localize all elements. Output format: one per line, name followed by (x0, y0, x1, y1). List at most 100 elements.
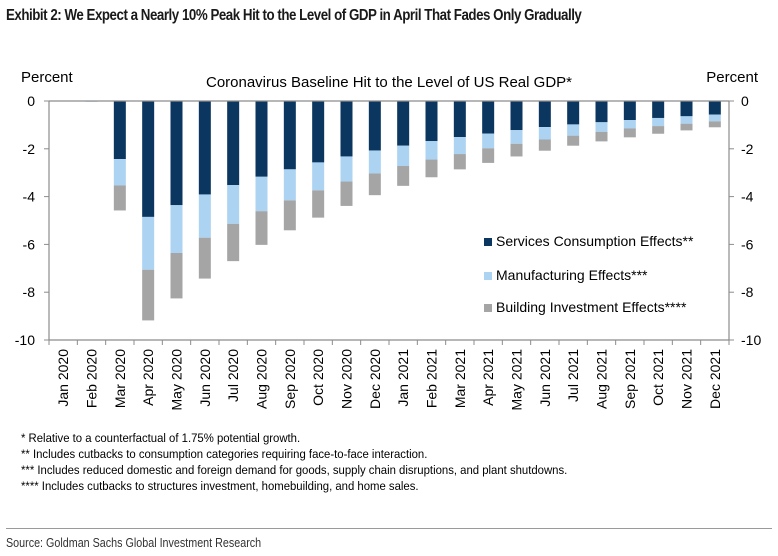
bar-segment-building (567, 135, 580, 146)
bar-segment-building (425, 159, 438, 178)
bar-segment-services (397, 101, 410, 146)
x-tick-label: Jun 2020 (197, 349, 213, 407)
bar-segment-manufacturing (680, 116, 693, 124)
bar-segment-manufacturing (538, 127, 551, 140)
bar-segment-manufacturing (652, 117, 665, 127)
legend: Services Consumption Effects** Manufactur… (484, 233, 694, 315)
bar-segment-services (198, 101, 211, 195)
bar-segment-manufacturing (425, 141, 438, 160)
bar-segment-manufacturing (708, 114, 721, 122)
bar-segment-building (113, 185, 126, 211)
x-tick-label: Oct 2020 (310, 349, 326, 406)
bar-segment-manufacturing (113, 159, 126, 186)
bar-segment-manufacturing (198, 194, 211, 238)
bar-segment-services (623, 101, 636, 121)
bar-segment-services (142, 101, 155, 217)
y-tick-label-right: -4 (741, 189, 754, 205)
chart: Percent Coronavirus Baseline Hit to the … (15, 69, 762, 410)
bar-segment-services (340, 101, 353, 157)
bar-segment-services (680, 101, 693, 117)
x-tick-label: Jan 2020 (55, 349, 71, 407)
bar-segment-building (142, 269, 155, 321)
footnote-2: ** Includes cutbacks to consumption cate… (21, 447, 428, 461)
legend-swatch-building (484, 304, 492, 312)
x-tick-label: May 2020 (169, 349, 185, 411)
footnote-1: * Relative to a counterfactual of 1.75% … (21, 431, 301, 445)
bar-segment-manufacturing (283, 169, 296, 201)
y-tick-label-left: -2 (23, 141, 36, 157)
footnotes: * Relative to a counterfactual of 1.75% … (21, 430, 567, 494)
axes-group (44, 100, 734, 345)
bar-segment-manufacturing (623, 120, 636, 129)
bar-segment-building (453, 154, 466, 170)
bar-segment-services (510, 101, 523, 131)
bars-group (85, 101, 721, 321)
bar-segment-building (255, 211, 268, 245)
y-tick-label-left: -4 (23, 189, 36, 205)
bar-segment-manufacturing (312, 162, 325, 191)
bar-segment-services (708, 101, 721, 115)
chart-title: Coronavirus Baseline Hit to the Level of… (206, 74, 572, 91)
bar-segment-manufacturing (227, 185, 240, 224)
y-tick-label-left: -8 (23, 284, 36, 300)
x-tick-label: Feb 2021 (424, 349, 440, 408)
y-tick-label-right: -10 (741, 332, 761, 348)
bar-segment-building (708, 121, 721, 128)
legend-label-services: Services Consumption Effects** (496, 233, 694, 249)
bar-segment-building (198, 237, 211, 279)
source-note: Source: Goldman Sachs Global Investment … (6, 536, 262, 550)
footnote-3: *** Includes reduced domestic and foreig… (21, 463, 568, 477)
bar-segment-services (312, 101, 325, 163)
tick-labels-group: 0 0 -2 -2 -4 -4 -6 -6 -8 -8 -10 -10 Jan 2020 Feb 2020… (15, 93, 762, 410)
y-tick-label-right: -2 (741, 141, 754, 157)
legend-label-building: Building Investment Effects**** (496, 299, 687, 315)
bar-segment-services (652, 101, 665, 118)
x-tick-label: Aug 2021 (594, 349, 610, 409)
y-tick-label-right: -8 (741, 284, 754, 300)
bar-segment-manufacturing (368, 150, 381, 174)
bar-segment-manufacturing (142, 216, 155, 270)
x-tick-label: Dec 2021 (707, 349, 723, 409)
bar-segment-services (538, 101, 551, 128)
x-tick-label: Nov 2021 (679, 349, 695, 409)
bar-segment-building (283, 200, 296, 231)
bar-segment-manufacturing (255, 176, 268, 212)
bar-segment-services (425, 101, 438, 142)
bar-segment-services (283, 101, 296, 170)
y-tick-label-left: -6 (23, 236, 36, 252)
x-tick-label: Nov 2020 (339, 349, 355, 409)
x-tick-label: Jul 2020 (225, 349, 241, 402)
bar-segment-manufacturing (567, 124, 580, 136)
bar-segment-services (368, 101, 381, 151)
bar-segment-services (227, 101, 240, 186)
x-tick-label: Aug 2020 (254, 349, 270, 409)
bar-segment-building (680, 123, 693, 131)
bar-segment-manufacturing (595, 122, 608, 132)
x-tick-label: Sep 2020 (282, 349, 298, 409)
y-tick-label-right: -6 (741, 236, 754, 252)
bar-segment-services (255, 101, 268, 177)
bar-segment-building (510, 143, 523, 157)
bar-segment-building (368, 173, 381, 196)
x-tick-label: Jul 2021 (565, 349, 581, 402)
x-tick-label: Mar 2020 (112, 349, 128, 408)
y-axis-label-left: Percent (21, 69, 74, 86)
x-tick-label: Feb 2020 (84, 349, 100, 408)
exhibit-title: Exhibit 2: We Expect a Nearly 10% Peak H… (6, 7, 582, 24)
footnote-4: **** Includes cutbacks to structures inv… (21, 479, 419, 493)
y-axis-label-right: Percent (706, 69, 759, 86)
bar-segment-services (482, 101, 495, 134)
bar-segment-services (170, 101, 183, 206)
x-tick-label: Apr 2021 (480, 349, 496, 406)
bar-segment-building (595, 131, 608, 142)
x-tick-label: Apr 2020 (140, 349, 156, 406)
x-tick-label: Oct 2021 (650, 349, 666, 406)
bar-segment-services (113, 101, 126, 160)
bar-segment-building (482, 148, 495, 163)
y-tick-label-left: 0 (27, 93, 35, 109)
source-divider (6, 528, 772, 529)
bar-segment-building (227, 223, 240, 262)
bar-segment-building (170, 253, 183, 299)
x-tick-label: Dec 2020 (367, 349, 383, 409)
x-tick-label: Jun 2021 (537, 349, 553, 407)
